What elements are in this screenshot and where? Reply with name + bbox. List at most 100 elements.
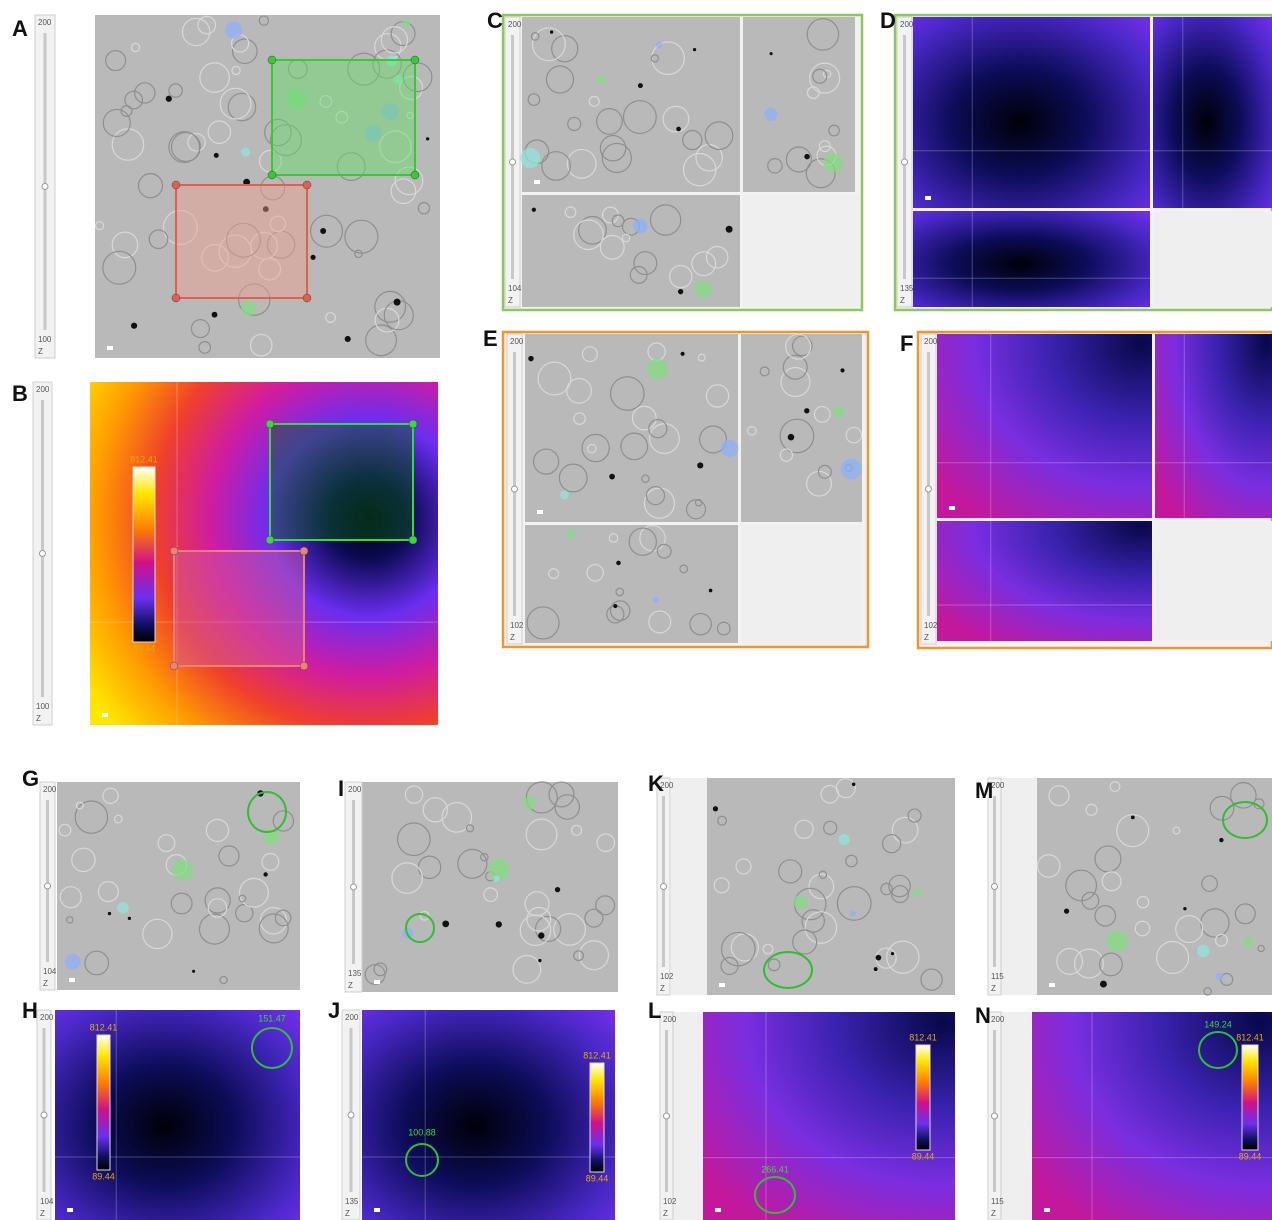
slider-bottom-label: 102 [510, 621, 524, 630]
image-tile [913, 17, 1150, 208]
roi-handle [303, 181, 311, 189]
roi-handle [170, 547, 178, 555]
slider-knob [40, 551, 46, 557]
fluorescence [117, 902, 129, 914]
fluorescence [597, 75, 606, 84]
particle [616, 561, 621, 566]
scale-bar [534, 180, 540, 184]
particle [1183, 907, 1186, 910]
image-tile [671, 778, 707, 995]
panel-letter: L [648, 998, 661, 1023]
slider-bottom-label: 100 [38, 335, 52, 344]
scale-bar [1044, 1208, 1050, 1212]
slider-knob [42, 184, 48, 190]
fluorescence [560, 491, 569, 500]
slider-axis-label: Z [38, 347, 43, 356]
slider-axis-label: Z [36, 714, 41, 723]
particle [555, 887, 560, 892]
panel-letter: I [338, 776, 344, 801]
roi-box [174, 551, 304, 666]
image-tile [362, 782, 618, 992]
heatmap [743, 195, 860, 307]
particle [852, 783, 856, 787]
panel-letter: M [975, 778, 993, 803]
colorbar-max: 812.41 [1236, 1032, 1264, 1042]
heatmap [937, 334, 1152, 518]
slider-bottom-label: 135 [900, 284, 914, 293]
colorbar-min: 89.44 [586, 1173, 609, 1183]
particle [214, 153, 219, 158]
slider-bottom-label: 135 [348, 969, 362, 978]
particle [681, 352, 685, 356]
fluorescence [656, 42, 663, 49]
scale-bar [949, 506, 955, 510]
slider-knob [41, 1112, 47, 1118]
image-tile [741, 334, 862, 522]
particle [532, 208, 536, 212]
slider-bottom-label: 102 [660, 972, 674, 981]
panel-letter: A [12, 16, 28, 41]
slider-knob [926, 486, 932, 492]
particle [788, 434, 795, 441]
particle [212, 312, 218, 318]
particle [320, 228, 326, 234]
particle [394, 299, 401, 306]
heatmap [1153, 17, 1272, 208]
fluorescence [633, 219, 648, 234]
roi-measurement: 149.24 [1204, 1019, 1232, 1029]
scale-bar [1049, 983, 1055, 987]
fluorescence [1106, 930, 1127, 951]
roi-box [272, 60, 415, 175]
particle [128, 917, 131, 920]
heatmap [362, 1010, 615, 1220]
particle [804, 408, 809, 413]
image-tile [525, 334, 738, 522]
particle [609, 474, 615, 480]
particle [693, 48, 696, 51]
particle [713, 806, 718, 811]
slider-knob [512, 486, 518, 492]
slider-knob [45, 883, 51, 889]
image-tile [937, 334, 1152, 518]
image-tile [362, 1010, 615, 1220]
figure: 200100ZA200100Z812.4189.44B200104ZC20013… [0, 0, 1272, 1220]
slider-bottom-label: 104 [43, 967, 57, 976]
fluorescence [823, 153, 842, 172]
fluorescence [172, 859, 193, 880]
fluorescence [523, 796, 536, 809]
slider-top-label: 200 [345, 1013, 359, 1022]
slider-axis-label: Z [663, 1209, 668, 1218]
heatmap [913, 211, 1150, 307]
fluorescence [1197, 945, 1210, 958]
slider-knob [664, 1113, 670, 1119]
roi-handle [170, 662, 178, 670]
scale-bar [107, 346, 113, 350]
heatmap [1153, 211, 1272, 307]
particle [166, 96, 172, 102]
particle [613, 604, 617, 608]
roi-handle [266, 536, 274, 544]
slider-axis-label: Z [345, 1209, 350, 1218]
panel-letter: K [648, 771, 664, 796]
roi-handle [411, 56, 419, 64]
fluorescence [764, 108, 777, 121]
colorbar-min: 89.44 [1239, 1151, 1262, 1161]
slider-knob [992, 1113, 998, 1119]
colorbar [590, 1063, 604, 1172]
micrograph [522, 17, 740, 192]
colorbar-max: 812.41 [909, 1032, 937, 1042]
roi-handle [303, 294, 311, 302]
heatmap [1155, 334, 1272, 518]
slider-bottom-label: 104 [508, 284, 522, 293]
scale-bar [715, 1208, 721, 1212]
particle [1100, 981, 1107, 988]
fluorescence [241, 301, 256, 316]
particle [874, 967, 878, 971]
slider-axis-label: Z [348, 981, 353, 990]
colorbar [133, 467, 155, 642]
image-tile [913, 211, 1150, 307]
slider-bottom-label: 115 [991, 972, 1004, 981]
fluorescence [1243, 937, 1253, 947]
particle [638, 83, 643, 88]
heatmap [1155, 521, 1272, 641]
